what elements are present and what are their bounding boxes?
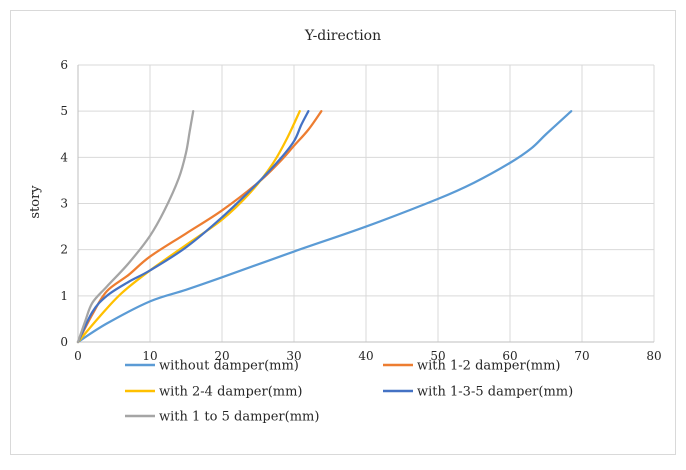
grid-layer [78, 64, 655, 342]
y-tick-label: 2 [60, 243, 68, 257]
legend-label: without damper(mm) [159, 359, 299, 374]
series-line-1 [76, 110, 573, 344]
x-tick-label: 70 [574, 349, 589, 363]
legend-label: with 1 to 5 damper(mm) [159, 410, 319, 425]
y-tick-label: 3 [60, 197, 68, 211]
x-tick-label: 50 [430, 349, 445, 363]
legend-item-3: with 2-4 damper(mm) [125, 385, 303, 400]
y-tick-label: 5 [60, 104, 68, 118]
legend: without damper(mm) with 1-2 damper(mm) wit… [125, 359, 573, 425]
y-tick-label: 1 [60, 289, 68, 303]
chart-title: Y-direction [304, 28, 381, 44]
chart-frame [10, 10, 676, 455]
y-tick-label: 4 [60, 150, 68, 164]
x-tick-label: 60 [502, 349, 517, 363]
x-tick-label: 10 [142, 349, 157, 363]
y-axis-label: story [28, 185, 43, 219]
legend-label: with 1-3-5 damper(mm) [417, 385, 573, 400]
legend-item-5: with 1 to 5 damper(mm) [125, 410, 319, 425]
series-line-4 [76, 110, 310, 344]
x-tick-label: 30 [286, 349, 301, 363]
x-tick-label: 0 [74, 349, 82, 363]
axis-layer: 0 10 20 30 40 50 60 70 80 0 1 2 3 4 5 6 [60, 58, 661, 363]
legend-item-4: with 1-3-5 damper(mm) [383, 385, 573, 400]
series-line-5 [76, 110, 195, 344]
y-tick-label: 6 [60, 58, 68, 72]
x-tick-label: 40 [358, 349, 373, 363]
series-line-2 [76, 110, 323, 344]
legend-item-1: without damper(mm) [125, 359, 299, 374]
x-tick-label: 20 [214, 349, 229, 363]
legend-label: with 2-4 damper(mm) [159, 385, 303, 400]
y-tick-label: 0 [60, 335, 68, 349]
series-layer [76, 110, 573, 344]
legend-item-2: with 1-2 damper(mm) [383, 359, 561, 374]
legend-label: with 1-2 damper(mm) [417, 359, 561, 374]
x-tick-label: 80 [646, 349, 661, 363]
